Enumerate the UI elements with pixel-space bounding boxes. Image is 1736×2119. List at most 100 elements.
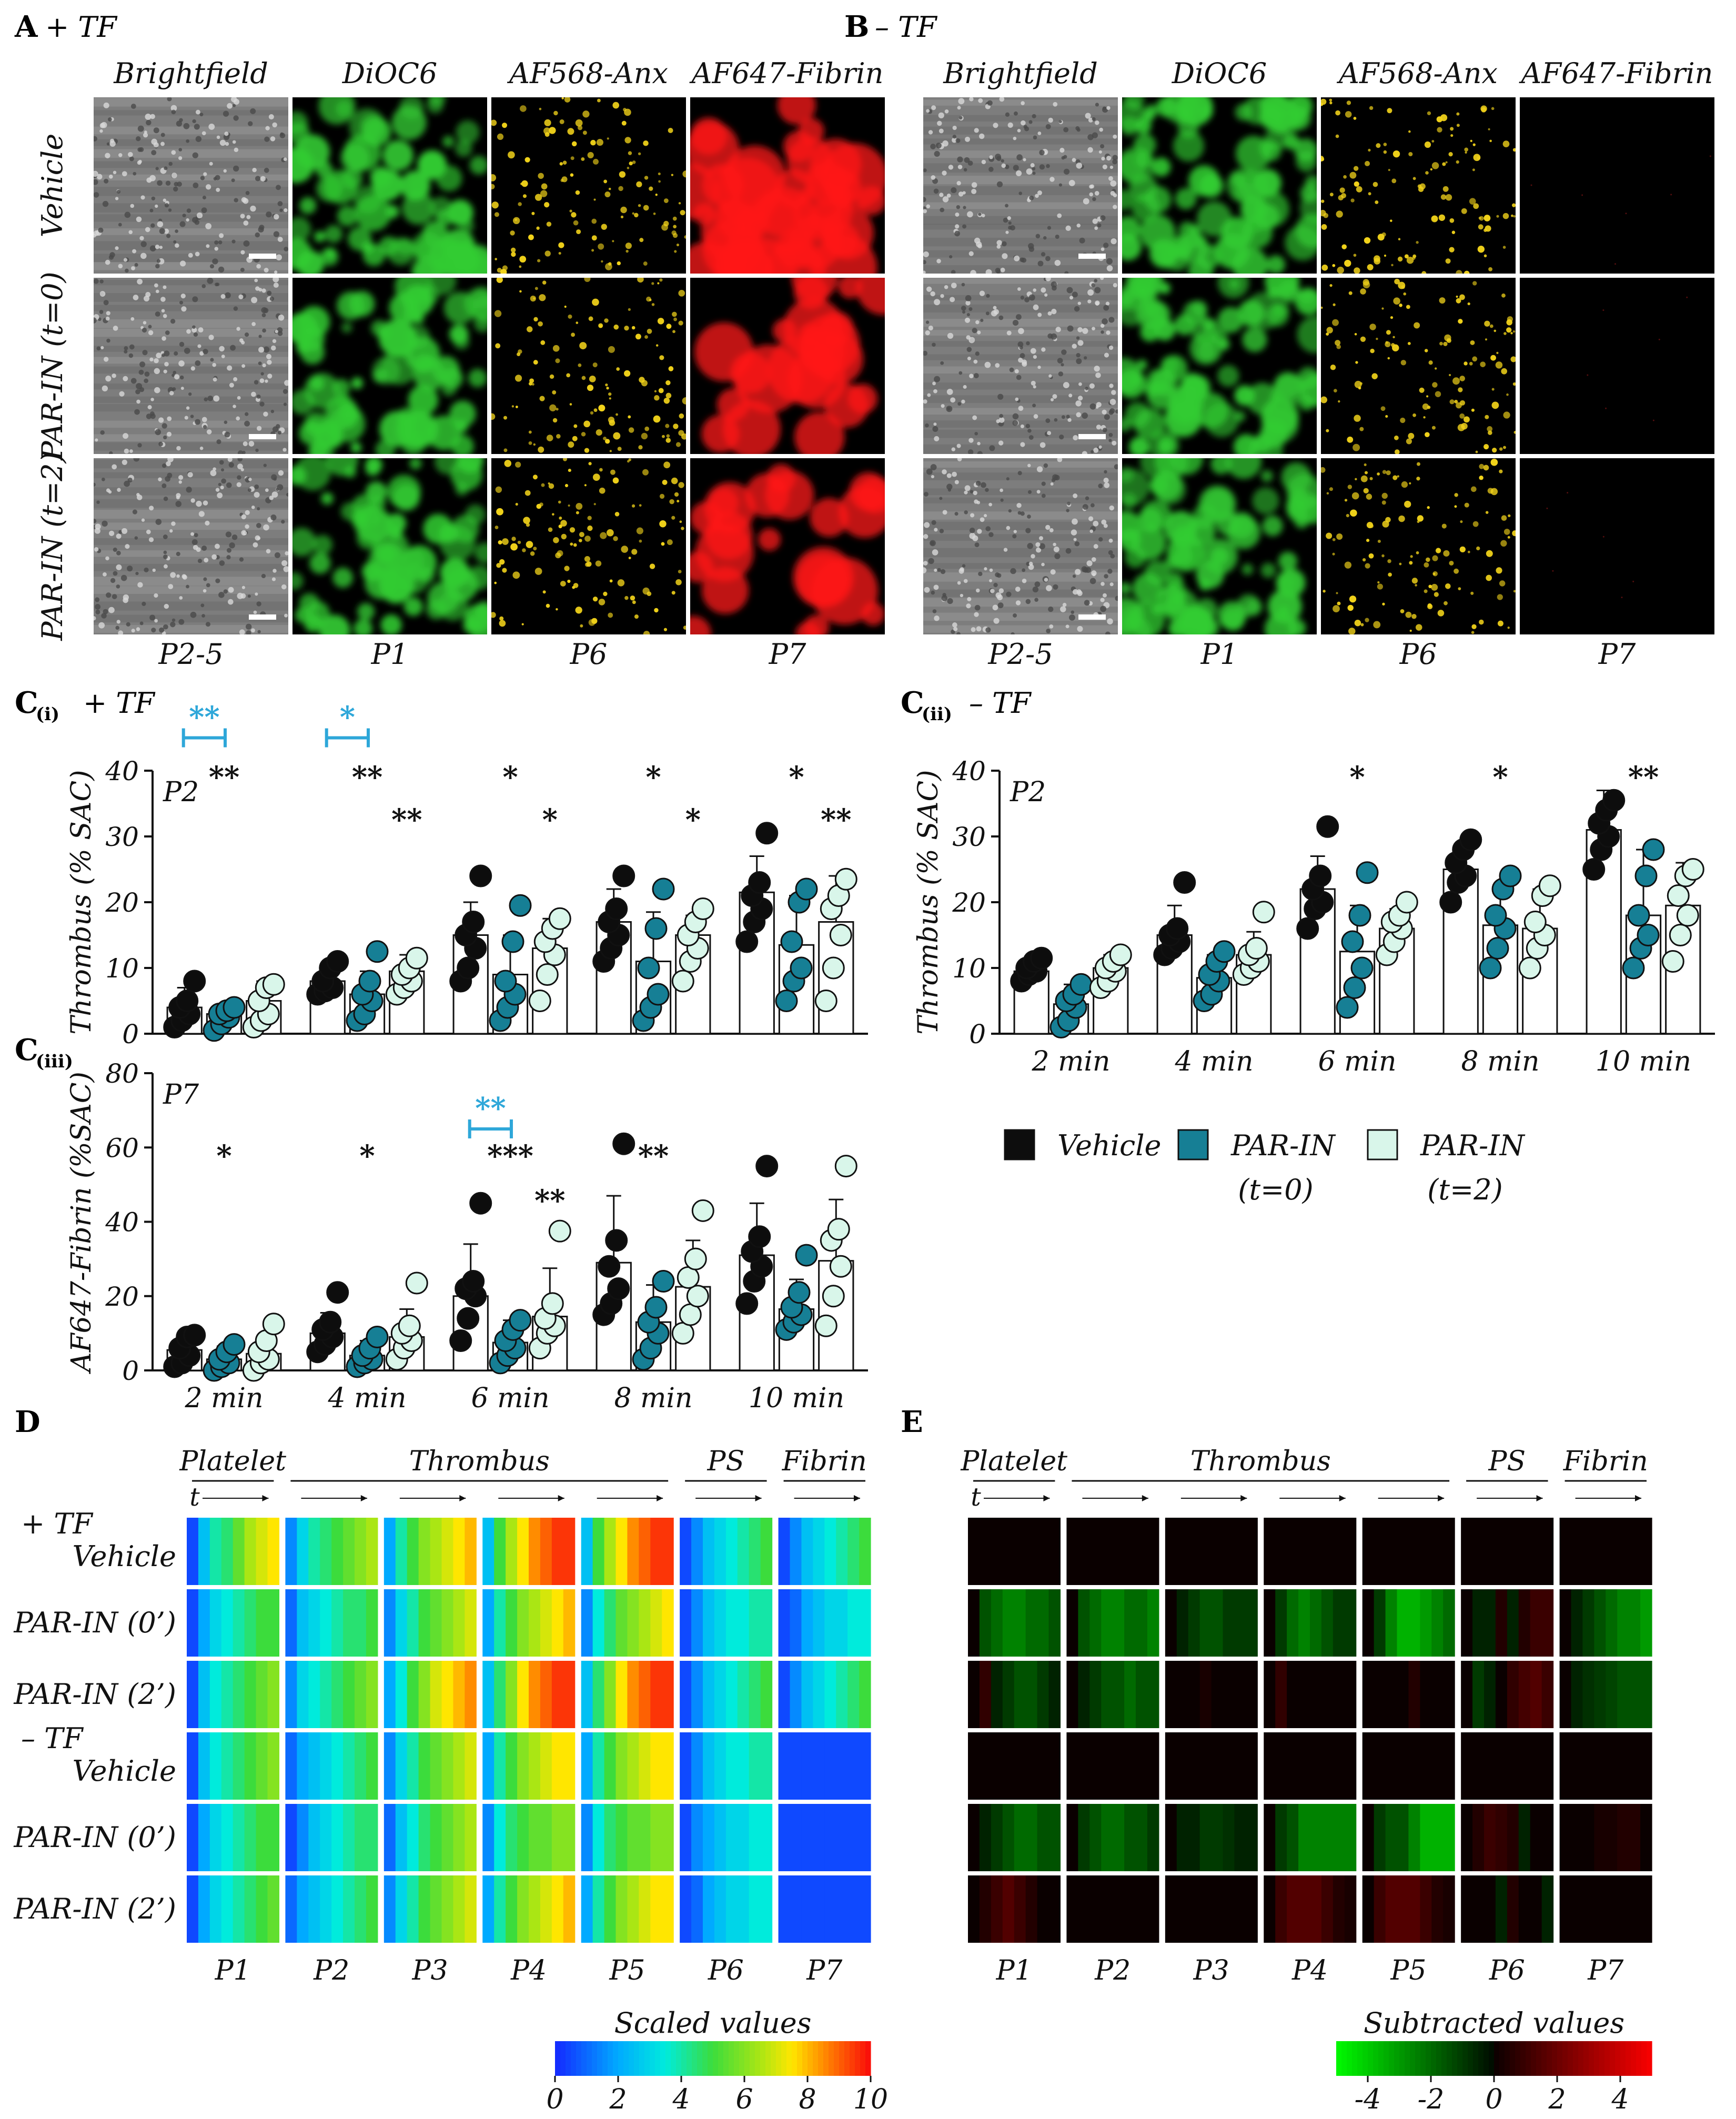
heatmap-cell: [1014, 1661, 1026, 1728]
heatmap-cell: [1310, 1804, 1322, 1871]
heatmap-cell: [1002, 1732, 1015, 1800]
heatmap-cell: [813, 1518, 825, 1585]
heatmap-cell: [308, 1732, 320, 1800]
heatmap-cell: [1507, 1875, 1519, 1943]
micrograph-cell: [1520, 458, 1714, 634]
legend-swatch: [1004, 1129, 1035, 1161]
group-label: PS: [707, 1446, 745, 1477]
heatmap-cell: [1606, 1589, 1618, 1657]
data-point: [1309, 864, 1332, 887]
heatmap-cell: [198, 1518, 210, 1585]
heatmap-cell: [790, 1804, 802, 1871]
micrograph-cell: [94, 458, 288, 634]
heatmap-cell: [1310, 1661, 1322, 1728]
heatmap-cell: [1617, 1589, 1629, 1657]
heatmap-cell: [1246, 1518, 1258, 1585]
significance-label: **: [638, 1139, 669, 1174]
heatmap-cell: [1078, 1518, 1090, 1585]
heatmap-cell: [308, 1804, 320, 1871]
heatmap-cell: [650, 1589, 662, 1657]
row-header: + TF: [21, 1507, 94, 1540]
group-label: Thrombus: [409, 1446, 550, 1477]
panel-letter: A: [14, 9, 38, 44]
heatmap-cell: [979, 1589, 992, 1657]
micrograph-cell: [690, 458, 885, 634]
heatmap-cell: [1089, 1804, 1102, 1871]
heatmap-cell: [453, 1589, 465, 1657]
heatmap-cell: [383, 1804, 396, 1871]
heatmap-cell: [714, 1732, 726, 1800]
heatmap-cell: [551, 1875, 564, 1943]
heatmap-cell: [1541, 1804, 1554, 1871]
column-label: P7: [1587, 1955, 1624, 1986]
heatmap-cell: [1066, 1518, 1078, 1585]
heatmap-cell: [1078, 1804, 1090, 1871]
heatmap-cell: [1310, 1875, 1322, 1943]
heatmap-cell: [1617, 1875, 1629, 1943]
heatmap-cell: [453, 1875, 465, 1943]
heatmap-cell: [680, 1518, 692, 1585]
x-tick-label: 10 min: [1596, 1046, 1691, 1077]
heatmap-cell: [1594, 1804, 1606, 1871]
heatmap-cell: [691, 1804, 703, 1871]
heatmap-cell: [506, 1732, 518, 1800]
heatmap-cell: [1408, 1589, 1420, 1657]
heatmap-cell: [703, 1518, 715, 1585]
heatmap-cell: [418, 1804, 431, 1871]
heatmap-cell: [1420, 1875, 1432, 1943]
heatmap-cell: [441, 1589, 454, 1657]
data-point: [469, 864, 492, 887]
heatmap-cell: [639, 1732, 651, 1800]
heatmap-cell: [604, 1518, 617, 1585]
significance-label: *: [1492, 760, 1508, 794]
heatmap-cell: [991, 1518, 1003, 1585]
heatmap-cell: [1559, 1518, 1572, 1585]
x-tick-label: 6 min: [471, 1383, 549, 1414]
heatmap-cell: [991, 1875, 1003, 1943]
heatmap-cell: [979, 1875, 992, 1943]
data-point: [829, 1255, 852, 1278]
heatmap-cell: [1089, 1732, 1102, 1800]
heatmap-cell: [859, 1518, 871, 1585]
significance-label: **: [391, 803, 422, 837]
heatmap-cell: [1594, 1518, 1606, 1585]
y-tick-label: 80: [105, 1058, 139, 1089]
heatmap-cell: [1223, 1875, 1235, 1943]
heatmap-cell: [1374, 1875, 1386, 1943]
heatmap-cell: [1211, 1732, 1224, 1800]
heatmap-cell: [1420, 1589, 1432, 1657]
heatmap-cell: [1344, 1804, 1357, 1871]
heatmap-cell: [979, 1518, 992, 1585]
data-point: [1622, 956, 1645, 980]
heatmap-cell: [691, 1875, 703, 1943]
row-label: Vehicle: [72, 1754, 176, 1788]
heatmap-cell: [1559, 1589, 1572, 1657]
heatmap-cell: [1298, 1518, 1310, 1585]
heatmap-cell: [991, 1589, 1003, 1657]
heatmap-cell: [1617, 1518, 1629, 1585]
heatmap-cell: [1420, 1732, 1432, 1800]
heatmap-cell: [1037, 1518, 1049, 1585]
heatmap-cell: [1136, 1661, 1148, 1728]
heatmap-cell: [1014, 1875, 1026, 1943]
data-point: [637, 956, 660, 980]
heatmap-cell: [256, 1732, 268, 1800]
heatmap-cell: [639, 1804, 651, 1871]
heatmap-cell: [615, 1661, 628, 1728]
heatmap-cell: [639, 1661, 651, 1728]
heatmap-cell: [430, 1518, 442, 1585]
panel-condition: + TF: [83, 687, 156, 720]
data-point: [405, 946, 428, 970]
heatmap-cell: [824, 1804, 836, 1871]
heatmap-cell: [1571, 1589, 1583, 1657]
heatmap-cell: [331, 1518, 344, 1585]
heatmap-cell: [1048, 1661, 1061, 1728]
data-point: [223, 1333, 246, 1356]
heatmap-cell: [592, 1661, 605, 1728]
heatmap-cell: [366, 1732, 378, 1800]
heatmap-cell: [1321, 1804, 1334, 1871]
heatmap-cell: [1629, 1732, 1641, 1800]
data-point: [457, 956, 480, 980]
